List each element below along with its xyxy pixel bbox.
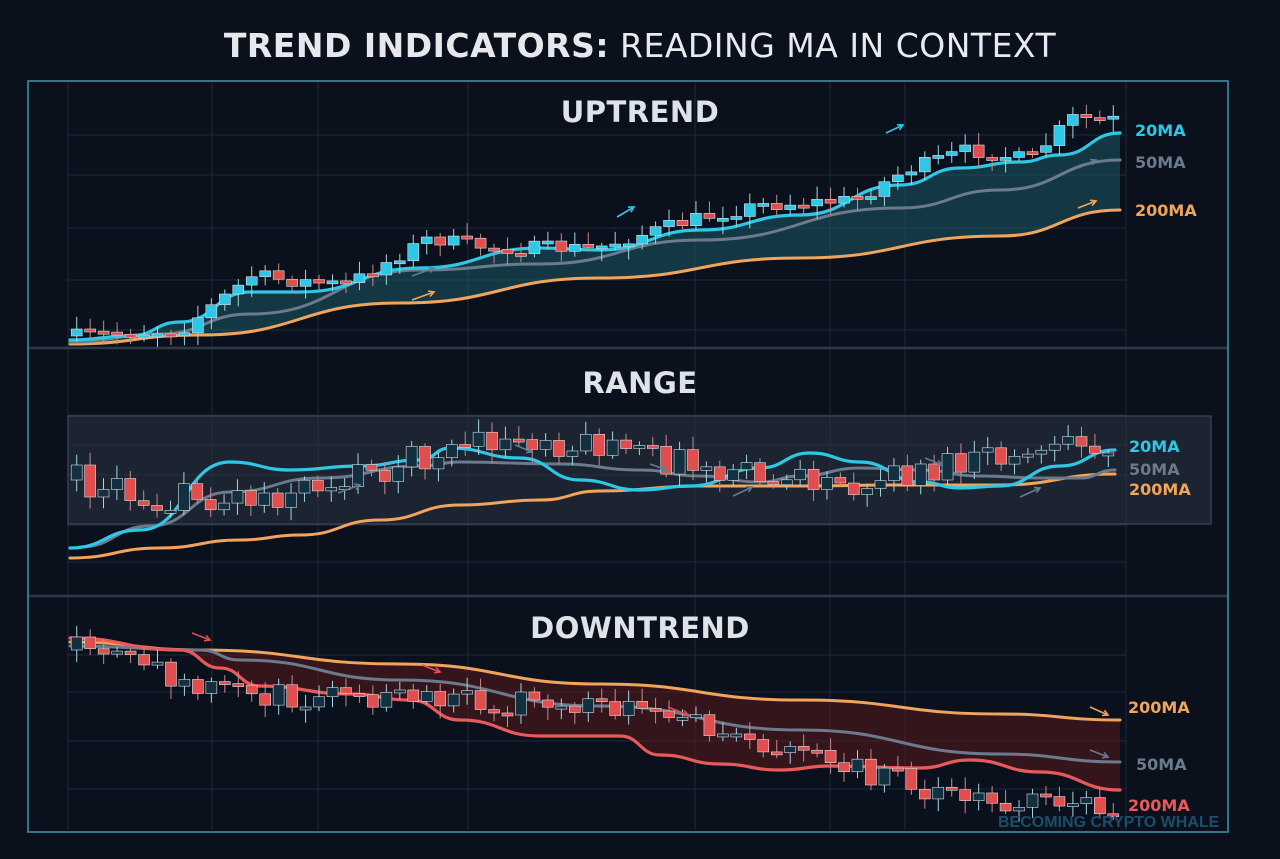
title-bold: TREND INDICATORS: [223, 26, 610, 65]
legend-downtrend-200ma-red: 200MA [1128, 796, 1190, 815]
legend-uptrend-50ma: 50MA [1135, 153, 1186, 172]
legend-range-20ma: 20MA [1129, 437, 1180, 456]
legend-range-50ma: 50MA [1129, 460, 1180, 479]
watermark: BECOMING CRYPTO WHALE [998, 814, 1220, 831]
trend-arrows [191, 123, 1110, 759]
legend-range-200ma: 200MA [1129, 480, 1191, 499]
panel-title-range: RANGE [582, 366, 698, 400]
title-light: READING MA IN CONTEXT [609, 26, 1057, 65]
panel-title-downtrend: DOWNTREND [530, 611, 750, 645]
legend-uptrend-20ma: 20MA [1135, 121, 1186, 140]
legend-downtrend-50ma: 50MA [1136, 755, 1187, 774]
chart-title: TREND INDICATORS: READING MA IN CONTEXT [0, 26, 1280, 65]
outer-frame [27, 80, 1229, 833]
candlesticks [70, 104, 1120, 822]
legend-uptrend-200ma: 200MA [1135, 201, 1197, 220]
panel-title-uptrend: UPTREND [560, 95, 720, 129]
legend-downtrend-200ma: 200MA [1128, 698, 1190, 717]
ma-lines [68, 131, 1122, 792]
